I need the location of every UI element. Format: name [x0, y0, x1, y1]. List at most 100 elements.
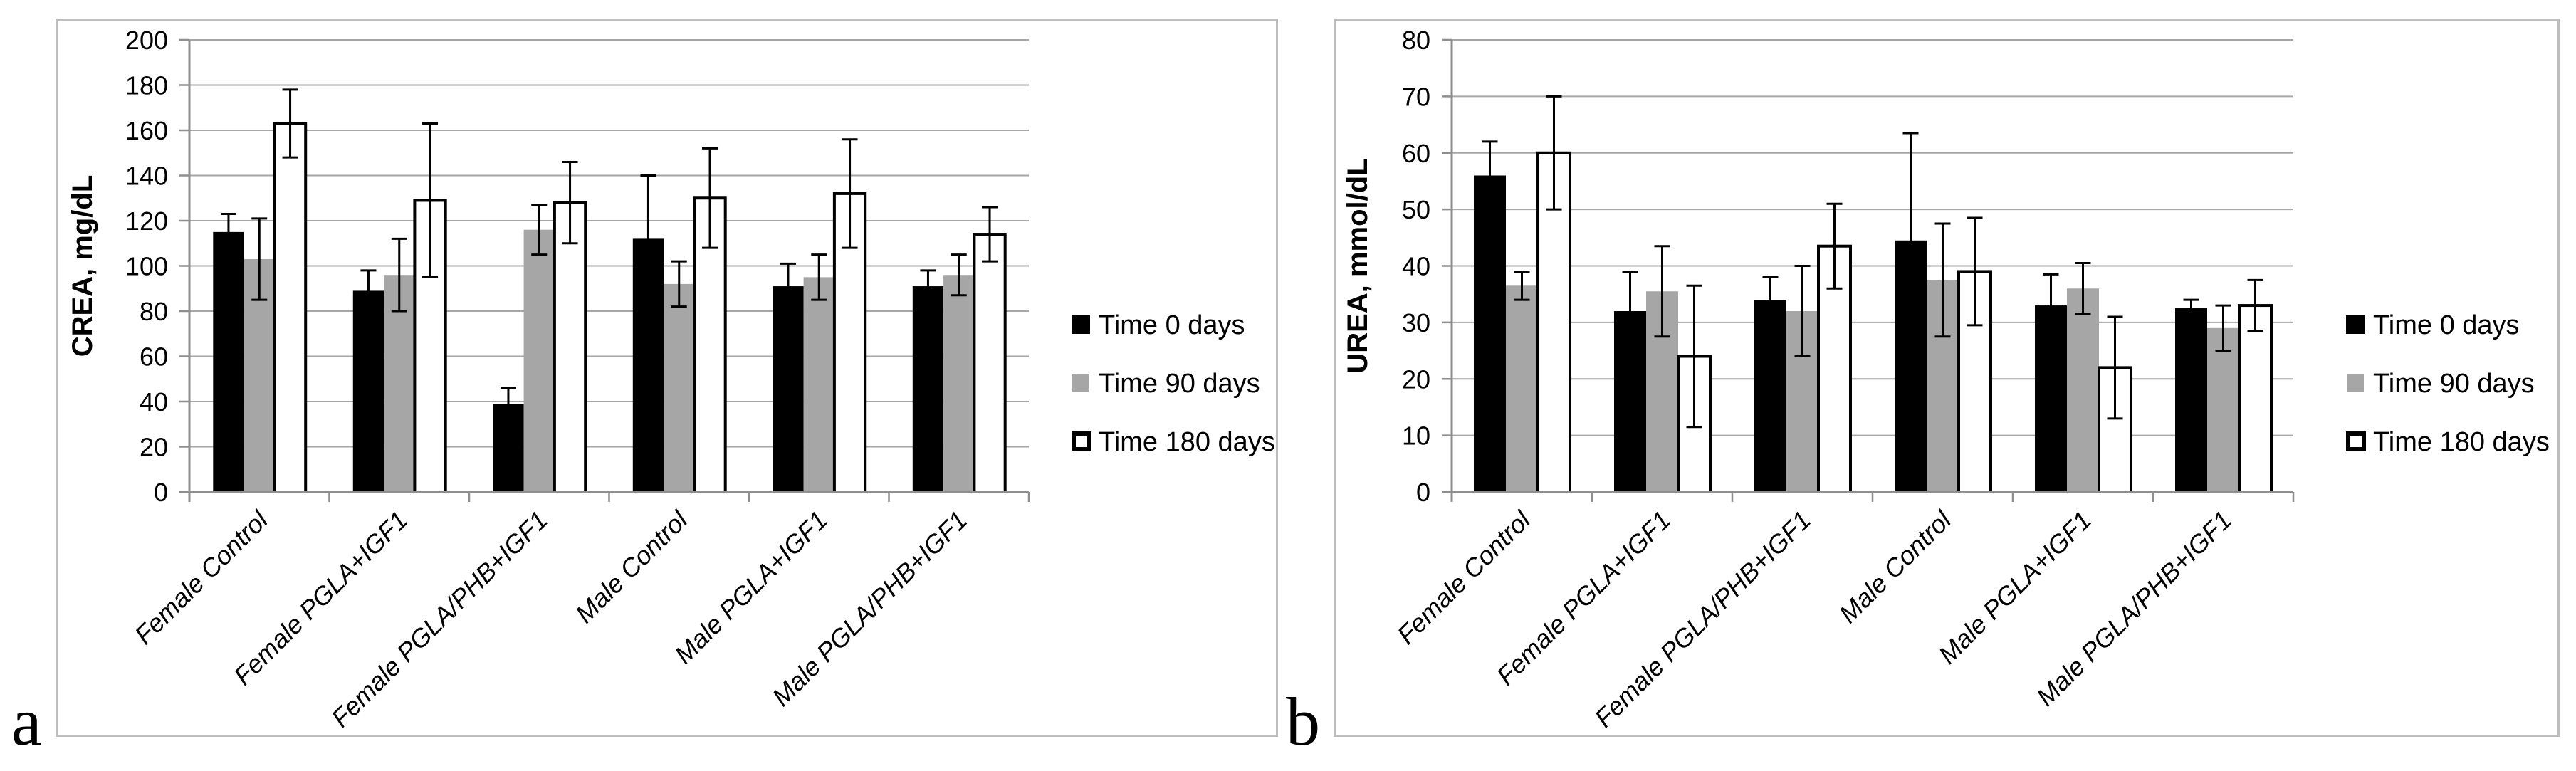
bar-time-0-days-male-pgla-igf1 — [773, 286, 804, 492]
y-tick-label: 80 — [1402, 26, 1430, 55]
bar-time-180-days-female-control — [273, 122, 308, 494]
error-bar-time-0-days-female-pgla-igf1 — [360, 269, 377, 313]
bar-time-0-days-male-pgla-phb-igf1 — [912, 286, 944, 492]
y-tick-label: 70 — [1402, 82, 1430, 111]
error-bar-time-0-days-male-control — [1902, 132, 1919, 350]
error-bar-time-180-days-female-pgla-phb-igf1 — [562, 160, 578, 245]
y-tick-label: 20 — [1402, 364, 1430, 394]
legend-label: Time 180 days — [1099, 427, 1275, 457]
y-tick-label: 100 — [125, 252, 168, 281]
y-axis-title: UREA, mmol/dL — [1342, 158, 1373, 373]
bar-time-0-days-female-pgla-igf1 — [352, 290, 384, 492]
x-category-label: Female Control — [129, 505, 274, 650]
error-bar-time-180-days-male-pgla-phb-igf1 — [2247, 278, 2263, 332]
error-bar-time-90-days-male-pgla-phb-igf1 — [951, 253, 967, 297]
legend-item-time-90-days: Time 90 days — [1072, 369, 1260, 399]
legend-label: Time 0 days — [1099, 310, 1245, 340]
bar-time-0-days-male-pgla-phb-igf1 — [2175, 308, 2207, 492]
bar-time-90-days-female-control — [1506, 285, 1538, 492]
error-bar-time-0-days-male-pgla-igf1 — [2043, 273, 2059, 338]
error-bar-time-90-days-male-control — [671, 260, 687, 308]
bar-time-90-days-male-pgla-phb-igf1 — [943, 275, 975, 492]
error-bar-time-90-days-male-control — [1934, 222, 1951, 338]
y-tick-label: 160 — [125, 116, 168, 145]
error-bar-time-180-days-male-pgla-phb-igf1 — [982, 206, 998, 263]
y-axis-title: CREA, mg/dL — [67, 175, 98, 357]
error-bar-time-180-days-male-control — [702, 147, 718, 249]
error-bar-time-0-days-female-pgla-igf1 — [1622, 270, 1638, 352]
y-tick-label: 40 — [1402, 252, 1430, 281]
legend-label: Time 90 days — [2373, 369, 2535, 399]
legend-swatch-gray-square — [2347, 374, 2364, 392]
y-tick-label: 0 — [1416, 478, 1430, 507]
legend-item-time-180-days: Time 180 days — [2346, 427, 2550, 457]
legend-item-time-0-days: Time 0 days — [1072, 310, 1245, 340]
bar-time-90-days-male-pgla-igf1 — [2067, 288, 2099, 492]
crea-bar-chart: 0 20 40 60 80 100 120 140 160 180 200 Female Contro… — [67, 26, 1275, 733]
error-bar-time-0-days-male-pgla-phb-igf1 — [2183, 298, 2199, 318]
legend-swatch-black-square — [2346, 315, 2365, 334]
x-category-label: Male Control — [570, 505, 693, 629]
error-bar-time-180-days-male-control — [1967, 216, 1983, 327]
error-bar-time-90-days-female-pgla-phb-igf1 — [531, 204, 548, 256]
legend-swatch-white-square — [1072, 431, 1091, 451]
bar-time-90-days-male-control — [664, 283, 695, 492]
error-bar-time-180-days-male-pgla-igf1 — [2107, 315, 2123, 420]
error-bar-time-90-days-female-pgla-phb-igf1 — [1794, 265, 1811, 357]
error-bar-time-90-days-male-pgla-igf1 — [811, 253, 827, 301]
bar-time-0-days-female-control — [1474, 175, 1506, 492]
panel-a: 0 20 40 60 80 100 120 140 160 180 200 Female Contro… — [56, 19, 1278, 737]
y-tick-label: 200 — [125, 26, 168, 55]
bar-time-180-days-female-pgla-phb-igf1 — [553, 201, 587, 493]
error-bar-time-0-days-male-pgla-igf1 — [780, 262, 796, 310]
x-category-label: Male Control — [1833, 505, 1957, 629]
y-tick-label: 10 — [1402, 421, 1430, 451]
panel-b: 0 10 20 30 40 50 60 70 80 Female Control Female PG… — [1334, 19, 2560, 737]
bar-time-180-days-male-pgla-phb-igf1 — [2238, 304, 2273, 493]
error-bar-time-90-days-male-pgla-igf1 — [2075, 262, 2091, 315]
y-tick-label: 20 — [140, 433, 168, 462]
bar-time-0-days-female-control — [213, 231, 244, 492]
panel-b-letter: b — [1286, 683, 1320, 760]
bar-time-90-days-male-pgla-igf1 — [803, 277, 834, 492]
error-bar-time-0-days-male-pgla-phb-igf1 — [920, 269, 936, 303]
panel-a-letter: a — [11, 683, 42, 760]
error-bar-time-90-days-female-control — [1514, 270, 1530, 301]
error-bar-time-180-days-male-pgla-igf1 — [842, 138, 858, 249]
y-tick-label: 40 — [140, 387, 168, 416]
x-category-label: Male PGLA+IGF1 — [1933, 505, 2098, 670]
legend-item-time-0-days: Time 0 days — [2346, 310, 2520, 340]
y-tick-label: 80 — [140, 297, 168, 326]
y-tick-label: 50 — [1402, 195, 1430, 224]
y-tick-label: 60 — [1402, 139, 1430, 168]
error-bar-time-90-days-female-pgla-igf1 — [1654, 245, 1670, 338]
error-bar-time-180-days-female-pgla-igf1 — [1686, 284, 1702, 429]
error-bar-time-0-days-male-control — [640, 174, 656, 303]
legend-item-time-180-days: Time 180 days — [1072, 427, 1275, 457]
legend-swatch-gray-square — [1072, 374, 1089, 392]
legend-label: Time 180 days — [2373, 427, 2550, 457]
bar-time-90-days-male-pgla-phb-igf1 — [2207, 327, 2239, 492]
error-bar-time-0-days-female-pgla-phb-igf1 — [1762, 276, 1779, 324]
y-tick-label: 60 — [140, 342, 168, 372]
y-tick-label: 140 — [125, 162, 168, 191]
error-bar-time-180-days-female-control — [1546, 95, 1562, 211]
x-category-label: Female Control — [1391, 505, 1536, 650]
error-bar-time-180-days-female-pgla-igf1 — [422, 122, 439, 278]
error-bar-time-0-days-female-control — [220, 212, 236, 251]
error-bar-time-180-days-female-pgla-phb-igf1 — [1826, 202, 1843, 290]
legend-label: Time 0 days — [2373, 310, 2520, 340]
bar-time-0-days-female-pgla-phb-igf1 — [1754, 300, 1786, 492]
y-tick-label: 180 — [125, 71, 168, 100]
bar-time-90-days-female-pgla-phb-igf1 — [523, 229, 555, 492]
legend-swatch-black-square — [1072, 315, 1090, 334]
legend-swatch-white-square — [2346, 431, 2366, 451]
error-bar-time-0-days-female-pgla-phb-igf1 — [500, 387, 516, 421]
y-tick-label: 120 — [125, 206, 168, 236]
error-bar-time-90-days-female-pgla-igf1 — [391, 237, 407, 313]
y-tick-label: 0 — [154, 478, 168, 507]
error-bar-time-90-days-female-control — [251, 217, 268, 301]
bar-time-180-days-male-pgla-phb-igf1 — [973, 233, 1007, 493]
